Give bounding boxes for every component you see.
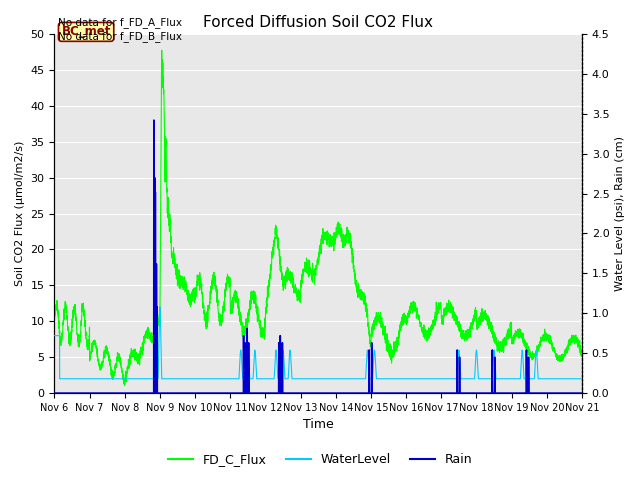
- Y-axis label: Water Level (psi), Rain (cm): Water Level (psi), Rain (cm): [615, 136, 625, 291]
- X-axis label: Time: Time: [303, 419, 333, 432]
- Legend: FD_C_Flux, WaterLevel, Rain: FD_C_Flux, WaterLevel, Rain: [163, 448, 477, 471]
- Y-axis label: Soil CO2 Flux (μmol/m2/s): Soil CO2 Flux (μmol/m2/s): [15, 141, 25, 286]
- Text: No data for f_FD_B_Flux: No data for f_FD_B_Flux: [58, 31, 182, 42]
- Text: No data for f_FD_A_Flux: No data for f_FD_A_Flux: [58, 17, 182, 28]
- Text: BC_met: BC_met: [61, 25, 111, 38]
- Title: Forced Diffusion Soil CO2 Flux: Forced Diffusion Soil CO2 Flux: [203, 15, 433, 30]
